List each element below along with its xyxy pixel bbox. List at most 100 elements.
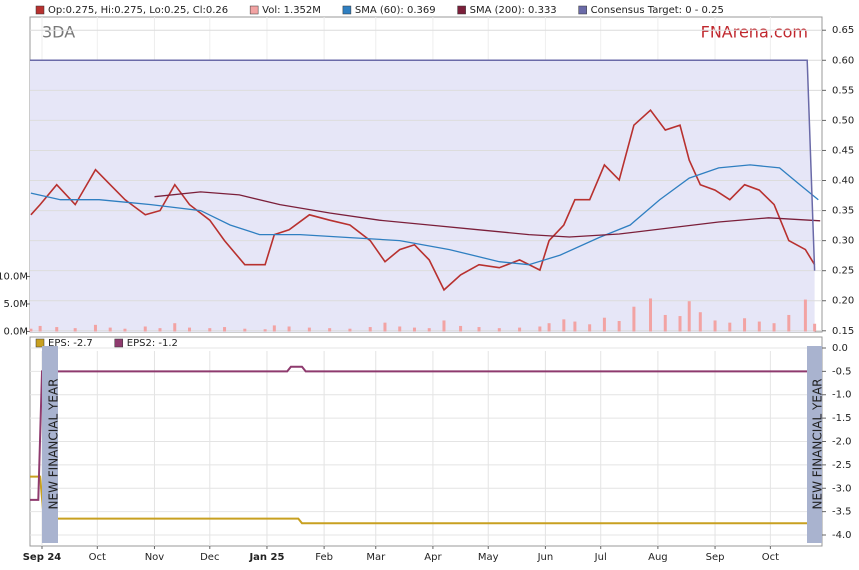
volume-bar — [617, 321, 621, 332]
volume-bar — [29, 328, 33, 332]
series-line — [30, 109, 816, 292]
volume-bar — [757, 321, 761, 332]
y-tick-label: 0.35 — [832, 206, 854, 217]
volume-bar — [272, 325, 276, 332]
y-tick-label: 0.65 — [832, 25, 854, 36]
volume-bar — [73, 328, 77, 332]
volume-bar — [412, 327, 416, 332]
x-tick-label: Jan 25 — [248, 552, 284, 563]
volume-bar — [398, 326, 402, 332]
symbol: 3DA — [42, 23, 75, 42]
x-tick-label: Jul — [594, 552, 607, 563]
legend-label: EPS: -2.7 — [48, 338, 93, 349]
y2-tick-label: 10.0M — [0, 271, 28, 282]
y-tick-label: -1.5 — [832, 413, 852, 424]
y-tick-label: -4.0 — [832, 530, 852, 541]
x-tick-label: Feb — [315, 552, 333, 563]
volume-bar — [143, 326, 147, 332]
y-tick-label: 0.20 — [832, 296, 854, 307]
volume-bar — [173, 323, 177, 332]
volume-bar — [547, 323, 551, 332]
volume-bar — [813, 323, 817, 332]
y-tick-label: 0.50 — [832, 115, 854, 126]
y-tick-label: -2.0 — [832, 437, 852, 448]
volume-bar — [328, 328, 332, 332]
fy-band-left — [42, 346, 58, 543]
volume-bar — [348, 328, 352, 332]
legend-label: Consensus Target: 0 - 0.25 — [591, 5, 724, 16]
volume-bar — [588, 324, 592, 332]
volume-bar — [158, 328, 162, 332]
volume-bar — [223, 327, 227, 332]
legend-label: EPS2: -1.2 — [127, 338, 178, 349]
volume-bar — [663, 314, 667, 332]
volume-bar — [243, 328, 247, 332]
legend-swatch — [249, 5, 259, 15]
legend-label: SMA (60): 0.369 — [355, 5, 436, 16]
y-tick-label: -3.5 — [832, 507, 852, 518]
volume-bar — [55, 327, 59, 332]
volume-bar — [477, 327, 481, 332]
volume-bar — [208, 328, 212, 332]
volume-bar — [632, 306, 636, 332]
fy-band: NEW FINANCIAL YEAR NEW FINANCIAL YEAR — [42, 346, 825, 543]
legend-swatch — [35, 5, 45, 15]
x-tick-label: Oct — [89, 552, 106, 563]
volume-bar — [263, 329, 267, 332]
volume-bar — [38, 325, 42, 332]
fy-label: NEW FINANCIAL YEAR — [47, 379, 61, 510]
volume-bar — [698, 312, 702, 332]
volume-bar — [743, 318, 747, 332]
y-tick-label: 0.15 — [832, 326, 854, 337]
x-tick-label: Aug — [648, 552, 668, 563]
x-tick-label: Sep — [706, 552, 725, 563]
x-tick-label: Oct — [762, 552, 779, 563]
volume-bar — [497, 328, 501, 332]
legend-swatch — [457, 5, 466, 15]
y-tick-label: -3.0 — [832, 483, 852, 494]
volume-bar — [678, 316, 682, 332]
x-tick-label: Jun — [537, 552, 554, 563]
series-line — [154, 191, 821, 238]
volume-bar — [459, 325, 463, 332]
y-tick-label: -2.5 — [832, 460, 852, 471]
series-line — [30, 164, 819, 266]
volume-bar — [368, 327, 372, 332]
y-tick-label: 0.0 — [832, 343, 848, 354]
volume-bar — [307, 327, 311, 332]
volume-bar — [188, 327, 192, 332]
legend-swatch — [342, 5, 352, 15]
x-tick-label: Apr — [424, 552, 442, 563]
brand: FNArena.com — [701, 23, 808, 42]
volume-bar — [687, 301, 691, 332]
x-tick-label: Mar — [366, 552, 386, 563]
y-tick-label: 0.45 — [832, 145, 854, 156]
legend-swatch — [114, 338, 124, 348]
target-line — [30, 59, 816, 271]
y-tick-label: 0.60 — [832, 55, 854, 66]
eps-line — [30, 365, 822, 501]
volume-bar — [573, 321, 577, 332]
y-tick-label: 0.40 — [832, 176, 854, 187]
volume-bar — [518, 327, 522, 332]
volume-bar — [803, 299, 807, 332]
volume-bar — [728, 322, 732, 332]
volume-bar — [772, 323, 776, 332]
fy-label: NEW FINANCIAL YEAR — [811, 379, 825, 510]
target-area — [30, 60, 815, 333]
legend-swatch — [578, 5, 587, 15]
x-tick-label: Dec — [200, 552, 219, 563]
legend-label: Op:0.275, Hi:0.275, Lo:0.25, Cl:0.26 — [48, 5, 228, 16]
volume-bar — [649, 298, 653, 332]
y2-tick-label: 5.0M — [3, 299, 28, 310]
volume-bar — [383, 322, 387, 332]
volume-bar — [108, 327, 112, 332]
legend-label: SMA (200): 0.333 — [470, 5, 557, 16]
volume-bar — [287, 326, 291, 332]
y2-tick-label: 0.0M — [3, 326, 28, 337]
x-tick-label: Sep 24 — [23, 552, 62, 563]
volume-bar — [93, 324, 97, 332]
volume-bar — [562, 319, 566, 332]
y-tick-label: 0.25 — [832, 266, 854, 277]
